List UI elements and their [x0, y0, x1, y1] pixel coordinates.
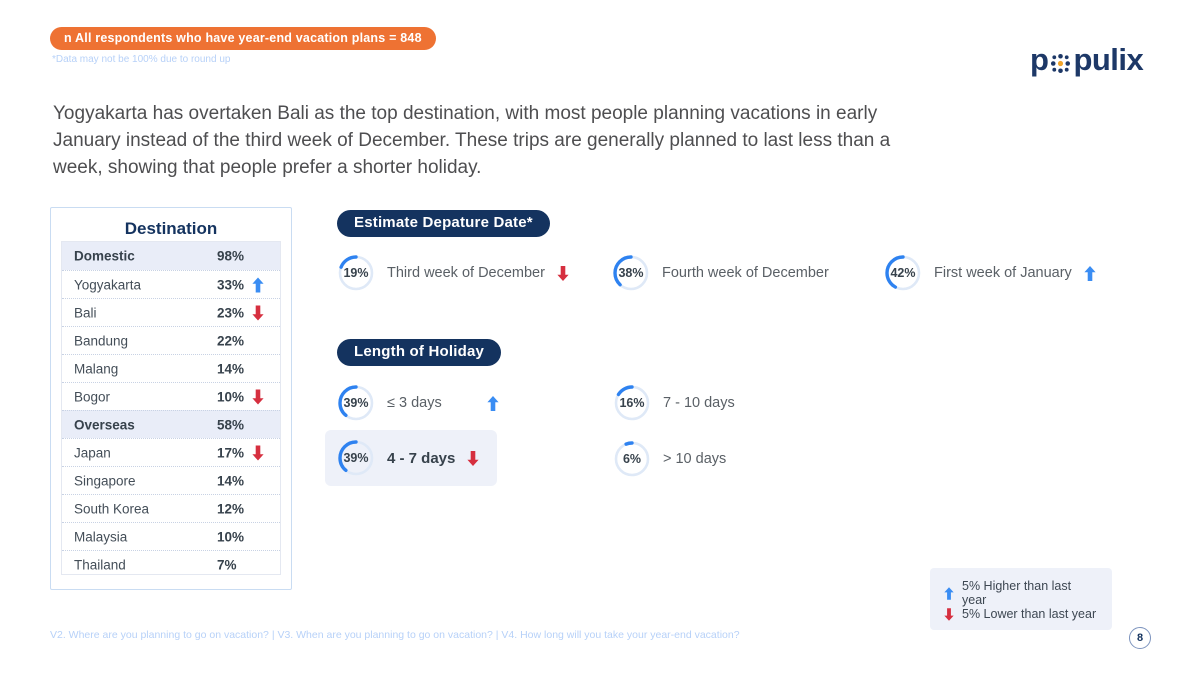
trend-arrow-icon	[252, 277, 264, 292]
destination-label: Japan	[74, 445, 111, 460]
destination-label: Bali	[74, 305, 97, 320]
legend-label: 5% Lower than last year	[962, 607, 1097, 621]
destination-value: 98%	[217, 248, 245, 264]
destination-value: 14%	[217, 361, 245, 376]
destination-value: 33%	[217, 277, 245, 292]
legend-label: 5% Higher than last year	[962, 579, 1072, 607]
trend-arrow-icon	[487, 395, 499, 411]
departure-label: Third week of December	[387, 265, 545, 281]
table-row: Thailand 7%	[62, 550, 280, 578]
length-label: > 10 days	[663, 451, 727, 467]
respondents-count: 848	[400, 31, 422, 45]
trend-arrow-icon	[252, 305, 264, 320]
destination-table-title: Destination	[124, 219, 218, 238]
destination-value: 17%	[217, 445, 245, 460]
length-item: 16% 7 - 10 days	[613, 384, 735, 422]
length-label: ≤ 3 days	[387, 395, 442, 411]
table-row: Bali 23%	[62, 298, 280, 326]
gauge-value: 16%	[619, 396, 645, 410]
table-row: Malang 14%	[62, 354, 280, 382]
destination-value: 10%	[217, 389, 245, 404]
logo-text-pulix: pulix	[1073, 42, 1144, 77]
up-arrow-icon	[944, 586, 954, 600]
destination-label: South Korea	[74, 501, 150, 516]
destination-value: 23%	[217, 305, 245, 320]
length-label: 4 - 7 days	[387, 449, 456, 467]
trend-arrow-icon	[252, 389, 264, 404]
destination-value: 10%	[217, 529, 245, 544]
legend-item: 5% Lower than last year	[944, 607, 1098, 621]
destination-value: 12%	[217, 501, 245, 516]
table-row: Bandung 22%	[62, 326, 280, 354]
trend-arrow-icon	[1084, 265, 1096, 281]
departure-item: 42% First week of January	[884, 254, 1096, 292]
slide-headline: Yogyakarta has overtaken Bali as the top…	[53, 103, 891, 178]
percentage-gauge: 42%	[884, 254, 922, 292]
destination-value: 14%	[217, 473, 245, 488]
gauge-value: 19%	[343, 266, 369, 280]
section-title-departure: Estimate Depature Date*	[337, 210, 550, 237]
destination-table-body: Domestic 98% Yogyakarta 33% Bali 23% Bandun…	[61, 241, 281, 575]
legend-item: 5% Higher than last year	[944, 579, 1098, 607]
gauge-value: 42%	[890, 266, 916, 280]
percentage-gauge: 38%	[612, 254, 650, 292]
trend-legend: 5% Higher than last year 5% Lower than l…	[930, 568, 1112, 630]
table-row: Domestic 98%	[62, 242, 280, 270]
trend-arrow-icon	[467, 450, 479, 466]
gauge-value: 39%	[343, 396, 369, 410]
destination-label: Singapore	[74, 473, 136, 488]
departure-label: First week of January	[934, 265, 1072, 281]
destination-label: Malang	[74, 361, 119, 376]
departure-item: 19% Third week of December	[337, 254, 569, 292]
destination-value: 7%	[217, 557, 237, 572]
table-row: Singapore 14%	[62, 466, 280, 494]
survey-questions-note: V2. Where are you planning to go on vaca…	[50, 629, 740, 641]
table-row: Bogor 10%	[62, 382, 280, 410]
section-title-length: Length of Holiday	[337, 339, 502, 366]
percentage-gauge: 6%	[613, 440, 651, 478]
percentage-gauge: 19%	[337, 254, 375, 292]
percentage-gauge: 39%	[337, 439, 375, 477]
destination-label: Yogyakarta	[74, 277, 142, 292]
destination-label: Thailand	[74, 557, 126, 572]
gauge-value: 38%	[618, 266, 644, 280]
destination-value: 58%	[217, 417, 245, 432]
logo-dots-icon	[1051, 53, 1071, 74]
table-row: Malaysia 10%	[62, 522, 280, 550]
highlighted-length-item: 39% 4 - 7 days	[325, 430, 497, 486]
destination-label: Overseas	[74, 417, 135, 432]
destination-label: Bandung	[74, 333, 129, 348]
percentage-gauge: 39%	[337, 384, 375, 422]
respondents-badge: n All respondents who have year-end vaca…	[50, 27, 436, 50]
table-row: South Korea 12%	[62, 494, 280, 522]
gauge-value: 39%	[343, 451, 369, 465]
destination-label: Malaysia	[74, 529, 128, 544]
respondents-badge-text: n All respondents who have year-end vaca…	[64, 31, 401, 45]
destination-value: 22%	[217, 333, 245, 348]
down-arrow-icon	[944, 607, 954, 621]
table-row: Overseas 58%	[62, 410, 280, 438]
departure-label: Fourth week of December	[662, 265, 829, 281]
departure-item: 38% Fourth week of December	[612, 254, 829, 292]
trend-arrow-icon	[252, 445, 264, 460]
populix-logo: p pulix	[1030, 42, 1144, 78]
destination-table: Destination Domestic 98% Yogyakarta 33% Ba…	[50, 207, 292, 590]
length-item: 39% ≤ 3 days	[337, 384, 499, 422]
gauge-value: 6%	[622, 452, 642, 466]
destination-label: Domestic	[74, 248, 135, 264]
percentage-gauge: 16%	[613, 384, 651, 422]
rounding-note: *Data may not be 100% due to round up	[52, 54, 231, 65]
table-row: Japan 17%	[62, 438, 280, 466]
page-number: 8	[1129, 627, 1151, 649]
trend-arrow-icon	[557, 265, 569, 281]
destination-label: Bogor	[74, 389, 111, 404]
logo-text-p: p	[1030, 42, 1049, 77]
table-row: Yogyakarta 33%	[62, 270, 280, 298]
length-label: 7 - 10 days	[663, 395, 735, 411]
length-item: 6% > 10 days	[613, 440, 726, 478]
